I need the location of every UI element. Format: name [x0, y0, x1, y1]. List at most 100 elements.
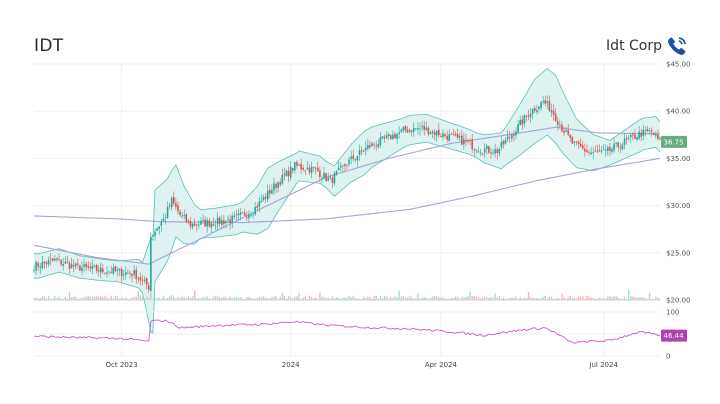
volume-bar: [267, 298, 269, 300]
candle-body: [195, 224, 198, 226]
volume-bar: [592, 297, 594, 300]
candle-body: [371, 143, 373, 147]
volume-bar: [642, 297, 645, 300]
candle-body: [72, 265, 75, 267]
candle-body: [648, 130, 651, 132]
volume-bar: [659, 298, 661, 300]
volume-bar: [275, 296, 277, 300]
candle-body: [588, 152, 590, 153]
candle-body: [392, 134, 394, 140]
candle-body: [264, 196, 267, 199]
rsi-value-label: 46.44: [664, 332, 685, 340]
candle-body: [122, 274, 125, 276]
volume-bar: [337, 297, 340, 300]
candle-body: [102, 268, 104, 272]
candle-body: [89, 267, 92, 269]
volume-bar: [484, 296, 486, 300]
volume-bar: [315, 297, 317, 300]
candle-body: [490, 152, 492, 154]
candle-body: [208, 220, 211, 227]
volume-bar: [623, 296, 626, 300]
candle-body: [183, 215, 186, 216]
candle-body: [64, 261, 67, 264]
candle-body: [396, 133, 398, 139]
candle-body: [43, 261, 46, 263]
candle-body: [281, 174, 284, 184]
candle-body: [271, 190, 273, 194]
candle-body: [390, 135, 392, 140]
candle-body: [381, 136, 384, 139]
volume-bar: [519, 297, 521, 300]
candle-body: [133, 270, 135, 275]
volume-bar: [421, 297, 423, 300]
candle-body: [310, 166, 313, 174]
volume-bar: [628, 290, 630, 300]
candle-body: [657, 134, 659, 139]
candlesticks: [33, 95, 661, 293]
volume-bar: [475, 296, 478, 300]
volume-bar: [586, 295, 588, 300]
candle-body: [241, 212, 244, 213]
candle-body: [352, 155, 355, 160]
candle-body: [49, 258, 52, 260]
candle-body: [79, 265, 81, 271]
candle-body: [37, 263, 39, 267]
volume-bar: [273, 296, 275, 300]
candle-body: [152, 234, 154, 237]
value-badges: 36.75 46.44: [661, 135, 687, 342]
volume-bar: [244, 298, 246, 300]
volume-bar: [260, 297, 263, 300]
candle-body: [344, 164, 346, 167]
volume-bar: [235, 297, 238, 300]
volume-bar: [133, 296, 135, 300]
volume-bar: [582, 296, 584, 300]
candle-body: [623, 138, 626, 145]
volume-bar: [544, 295, 546, 300]
volume-bar: [256, 297, 258, 300]
volume-bar: [375, 295, 377, 300]
volume-bar: [646, 298, 649, 300]
candle-body: [158, 226, 160, 229]
candle-body: [135, 269, 138, 280]
volume-bar: [538, 298, 540, 300]
volume-bar: [542, 296, 544, 300]
volume-bar: [254, 298, 256, 300]
volume-bar: [81, 298, 83, 300]
volume-bar: [171, 295, 173, 300]
candle-body: [348, 159, 350, 165]
candle-body: [260, 200, 263, 203]
volume-bar: [496, 297, 498, 300]
candle-body: [235, 214, 238, 216]
volume-bar: [35, 297, 37, 300]
volume-bar: [540, 298, 542, 300]
candle-body: [498, 148, 501, 154]
volume-bar: [292, 298, 294, 300]
volume-bar: [467, 296, 469, 300]
candle-body: [469, 140, 471, 141]
volume-bar: [365, 298, 367, 300]
volume-bar: [605, 298, 607, 300]
volume-bar: [640, 297, 642, 300]
volume-bar: [590, 297, 592, 300]
volume-bar: [208, 298, 210, 300]
candle-body: [481, 153, 484, 154]
candle-body: [565, 130, 567, 132]
volume-bar: [75, 297, 77, 300]
candle-body: [421, 126, 423, 128]
candle-body: [104, 272, 106, 274]
volume-bar: [87, 296, 89, 300]
candle-body: [335, 171, 338, 175]
candle-body: [298, 165, 300, 166]
candle-body: [404, 126, 407, 131]
volume-bar: [630, 296, 632, 300]
candle-body: [561, 124, 563, 132]
candle-body: [51, 258, 54, 261]
volume-bar: [323, 297, 325, 300]
volume-bar: [392, 298, 394, 300]
candle-body: [39, 266, 42, 268]
candle-body: [179, 211, 181, 215]
volume-bar: [164, 298, 167, 300]
candle-body: [584, 148, 586, 152]
candle-body: [227, 219, 229, 221]
